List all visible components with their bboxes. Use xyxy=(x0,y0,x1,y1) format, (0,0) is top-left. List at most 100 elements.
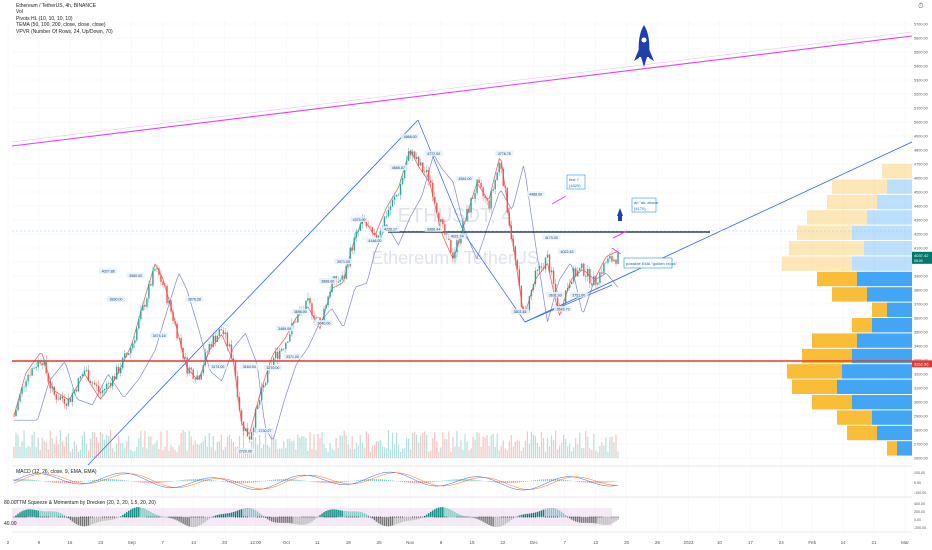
legend-symbol[interactable]: Ethereum / TetherUS, 4h, BINANCE xyxy=(16,3,96,9)
squeeze-dot xyxy=(452,516,454,518)
alert-clock-icon[interactable]: ⏱ xyxy=(918,3,924,10)
pivot-label: 3643.73 xyxy=(557,307,570,311)
volume-bar xyxy=(458,447,460,458)
candle-body xyxy=(351,247,353,251)
volume-bar xyxy=(514,441,516,458)
pivot-label: 3888.00 xyxy=(321,279,334,283)
squeeze-momentum-bar xyxy=(518,515,521,518)
legend-tema[interactable]: TEMA (50, 100, 200, close, close, close) xyxy=(16,22,106,29)
squeeze-dot xyxy=(222,516,224,518)
squeeze-dot xyxy=(510,516,512,518)
volume-bar xyxy=(252,436,255,458)
vp-up-bar xyxy=(842,364,912,379)
candle-body xyxy=(540,266,543,268)
volume-bar xyxy=(585,430,587,458)
candle-body xyxy=(512,239,515,247)
squeeze-momentum-bar xyxy=(303,517,305,525)
price-tick-label: 5200.00 xyxy=(914,93,928,97)
squeeze-dot xyxy=(281,516,283,518)
legend-vpvr[interactable]: VPVR (Number Of Rows, 24, Up/Down, 70) xyxy=(16,28,113,35)
volume-bar xyxy=(182,430,184,458)
volume-bar xyxy=(607,451,609,458)
macd-histogram-bar xyxy=(176,480,178,482)
squeeze-dot xyxy=(500,516,502,518)
annotation-alt[interactable]: an "alt. above (4170) xyxy=(631,197,659,213)
time-axis[interactable]: 2 9 16 23 Sep 7 14 20 12:00 Oct 11 18 25 Nov 8 15 22 Dec 7… xyxy=(7,540,910,545)
macd-histogram-bar xyxy=(252,481,255,483)
volume-bar xyxy=(385,448,388,458)
squeeze-dot xyxy=(214,516,216,518)
squeeze-momentum-bar xyxy=(204,517,206,522)
candle-body xyxy=(13,416,15,417)
squeeze-dot xyxy=(57,516,59,518)
macd-histogram-bar xyxy=(385,479,388,482)
squeeze-dot xyxy=(71,516,73,518)
squeeze-dot xyxy=(108,516,110,518)
squeeze-momentum-bar xyxy=(41,511,43,518)
squeeze-momentum-bar xyxy=(252,509,255,518)
candle-body xyxy=(164,284,166,287)
squeeze-dot xyxy=(305,516,307,518)
volume-bar xyxy=(29,446,31,458)
candle-body xyxy=(277,351,279,359)
legend-pivots[interactable]: Pivots HL (10, 10, 10, 10) xyxy=(16,15,73,22)
squeeze-momentum-bar xyxy=(560,511,563,518)
rising-trendline[interactable] xyxy=(87,119,419,466)
volume-bar xyxy=(412,432,414,458)
macd-histogram-bar xyxy=(269,480,271,482)
annotation-first[interactable]: first ? (4320) xyxy=(566,174,586,190)
squeeze-dot xyxy=(323,516,325,518)
squeeze-momentum-bar xyxy=(91,517,94,525)
candle-body xyxy=(371,227,374,233)
candle-body xyxy=(289,334,291,342)
pivot-label: 2720.00 xyxy=(239,450,252,454)
macd-label[interactable]: MACD (12, 26, close, 9, EMA, EMA) xyxy=(16,469,97,475)
candle-body xyxy=(210,344,213,347)
squeeze-label[interactable]: TTM Squeeze & Momentum by Drecken (20, 2… xyxy=(16,500,156,506)
squeeze-momentum-bar xyxy=(534,512,537,518)
squeeze-momentum-bar xyxy=(79,517,82,526)
macd-histogram-bar xyxy=(134,481,136,482)
volume-bar xyxy=(613,442,615,458)
squeeze-momentum-bar xyxy=(575,517,577,522)
macd-histogram-bar xyxy=(456,479,458,482)
macd-tick-label: 100.00 xyxy=(914,471,925,475)
candle-body xyxy=(31,368,33,376)
rising-support-line[interactable] xyxy=(524,141,913,323)
squeeze-momentum-bar xyxy=(530,513,533,518)
long-term-trendline[interactable] xyxy=(11,35,913,147)
squeeze-dot xyxy=(486,516,488,518)
squeeze-dot xyxy=(104,516,106,518)
volume-bar xyxy=(45,442,47,458)
volume-bar xyxy=(460,439,462,458)
candle-body xyxy=(45,360,47,374)
time-tick-label: Mar xyxy=(901,540,909,545)
squeeze-momentum-bar xyxy=(277,517,279,523)
macd-histogram-bar xyxy=(583,481,585,483)
squeeze-dot xyxy=(120,516,122,518)
legend-vol[interactable]: Vol xyxy=(16,9,23,16)
candle-body xyxy=(488,200,490,209)
volume-bar xyxy=(605,437,607,458)
squeeze-momentum-bar xyxy=(474,517,476,519)
volume-bar xyxy=(33,431,35,458)
squeeze-dot xyxy=(333,516,335,518)
squeeze-dot xyxy=(583,516,585,518)
squeeze-momentum-bar xyxy=(335,509,337,518)
candle-body xyxy=(266,369,269,383)
squeeze-momentum-bar xyxy=(186,517,188,526)
price-tick-label: 3200.00 xyxy=(914,373,928,377)
squeeze-dot xyxy=(293,516,295,518)
price-axis[interactable]: 5700.005600.005500.005400.005300.005200.… xyxy=(912,23,932,531)
candle-body xyxy=(456,240,458,252)
candle-body xyxy=(146,298,148,307)
squeeze-momentum-bar xyxy=(224,513,227,518)
macd-histogram-bar xyxy=(565,479,567,482)
candle-body xyxy=(442,219,444,225)
volume-bar xyxy=(329,443,331,458)
annotation-golden-cross[interactable]: possible EMA "golden cross" xyxy=(623,257,677,269)
squeeze-dot xyxy=(436,516,438,518)
squeeze-dot xyxy=(371,516,373,518)
candle-body xyxy=(595,276,597,285)
